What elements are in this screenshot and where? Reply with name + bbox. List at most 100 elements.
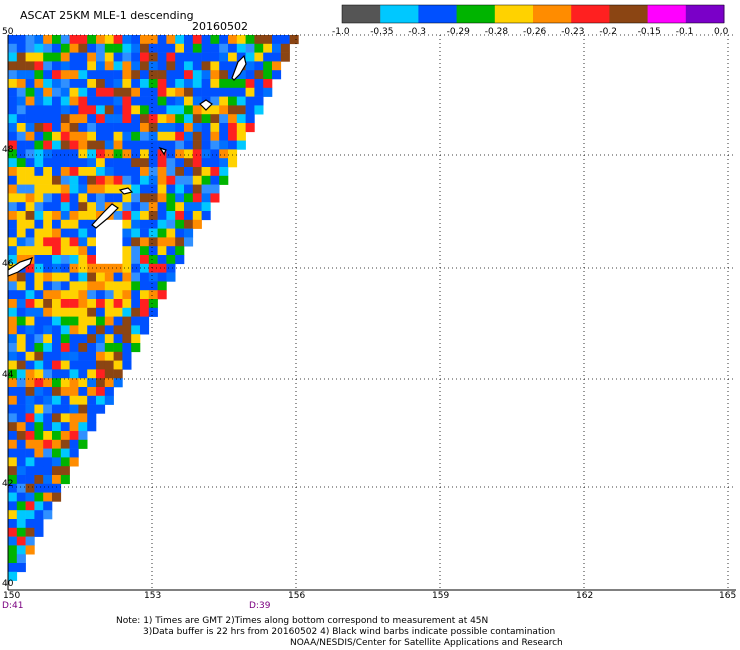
colorbar-swatch bbox=[456, 5, 496, 23]
data-cell bbox=[148, 202, 158, 212]
data-cell bbox=[104, 343, 114, 353]
data-cell bbox=[219, 35, 229, 45]
data-cell bbox=[16, 43, 26, 53]
data-cell bbox=[34, 175, 44, 185]
data-cell bbox=[96, 237, 106, 247]
data-cell bbox=[52, 131, 62, 141]
data-cell bbox=[43, 219, 53, 229]
data-cell bbox=[201, 35, 211, 45]
data-cell bbox=[140, 184, 150, 194]
data-cell bbox=[43, 193, 53, 203]
data-cell bbox=[43, 87, 53, 97]
data-cell bbox=[96, 378, 106, 388]
data-cell bbox=[96, 52, 106, 62]
data-cell bbox=[52, 448, 62, 458]
data-cell bbox=[60, 123, 70, 133]
data-cell bbox=[60, 255, 70, 265]
data-cell bbox=[78, 272, 88, 282]
data-cell bbox=[87, 237, 97, 247]
data-cell bbox=[78, 43, 88, 53]
island-outline bbox=[231, 54, 247, 81]
data-cell bbox=[96, 325, 106, 335]
data-cell bbox=[78, 395, 88, 405]
colorbar-label: -0.29 bbox=[446, 27, 470, 37]
data-cell bbox=[104, 325, 114, 335]
data-cell bbox=[60, 175, 70, 185]
data-cell bbox=[78, 316, 88, 326]
data-cell bbox=[87, 325, 97, 335]
data-cell bbox=[25, 175, 35, 185]
data-cell bbox=[113, 307, 123, 317]
colorbar-swatch bbox=[685, 5, 725, 23]
data-cell bbox=[104, 123, 114, 133]
data-cell bbox=[228, 123, 238, 133]
data-cell bbox=[69, 431, 79, 441]
data-cell bbox=[157, 202, 167, 212]
data-cell bbox=[219, 87, 229, 97]
data-cell bbox=[52, 35, 62, 45]
data-cell bbox=[16, 325, 26, 335]
data-cell bbox=[272, 43, 282, 53]
data-cell bbox=[25, 475, 35, 485]
data-cell bbox=[148, 114, 158, 124]
data-cell bbox=[43, 360, 53, 370]
data-cell bbox=[16, 299, 26, 309]
data-cell bbox=[104, 52, 114, 62]
data-cell bbox=[60, 246, 70, 256]
data-cell bbox=[219, 79, 229, 89]
data-cell bbox=[148, 167, 158, 177]
data-cell bbox=[113, 334, 123, 344]
data-cell bbox=[236, 131, 246, 141]
data-cell bbox=[60, 237, 70, 247]
data-cell bbox=[52, 413, 62, 423]
data-cell bbox=[201, 184, 211, 194]
data-cell bbox=[104, 369, 114, 379]
data-cell bbox=[131, 343, 141, 353]
data-cell bbox=[8, 131, 18, 141]
data-cell bbox=[254, 35, 264, 45]
data-cell bbox=[43, 114, 53, 124]
data-cell bbox=[122, 281, 132, 291]
data-cell bbox=[96, 351, 106, 361]
data-cell bbox=[87, 202, 97, 212]
data-cell bbox=[184, 193, 194, 203]
data-cell bbox=[52, 343, 62, 353]
data-cell bbox=[166, 131, 176, 141]
data-cell bbox=[43, 316, 53, 326]
data-cell bbox=[192, 123, 202, 133]
data-cell bbox=[43, 395, 53, 405]
grid-lines bbox=[7, 34, 736, 591]
data-cell bbox=[219, 61, 229, 71]
data-cell bbox=[219, 167, 229, 177]
data-cell bbox=[8, 237, 18, 247]
data-cell bbox=[16, 334, 26, 344]
data-cell bbox=[43, 510, 53, 520]
data-cell bbox=[16, 219, 26, 229]
data-cell bbox=[228, 114, 238, 124]
data-cell bbox=[245, 61, 255, 71]
data-cell bbox=[34, 246, 44, 256]
data-cell bbox=[43, 378, 53, 388]
data-cell bbox=[192, 202, 202, 212]
data-cell bbox=[122, 61, 132, 71]
data-cell bbox=[175, 87, 185, 97]
data-cell bbox=[148, 70, 158, 80]
data-cell bbox=[25, 439, 35, 449]
data-cell bbox=[25, 149, 35, 159]
data-cell bbox=[16, 501, 26, 511]
data-cell bbox=[43, 334, 53, 344]
data-cell bbox=[131, 114, 141, 124]
data-cell bbox=[60, 219, 70, 229]
data-cell bbox=[16, 492, 26, 502]
data-cell bbox=[184, 228, 194, 238]
data-cell bbox=[175, 131, 185, 141]
data-cell bbox=[96, 175, 106, 185]
data-cell bbox=[122, 131, 132, 141]
data-cell bbox=[78, 158, 88, 168]
data-cell bbox=[52, 237, 62, 247]
data-cell bbox=[16, 360, 26, 370]
data-cell bbox=[60, 475, 70, 485]
data-cell bbox=[175, 123, 185, 133]
data-cell bbox=[87, 387, 97, 397]
data-cell bbox=[43, 123, 53, 133]
